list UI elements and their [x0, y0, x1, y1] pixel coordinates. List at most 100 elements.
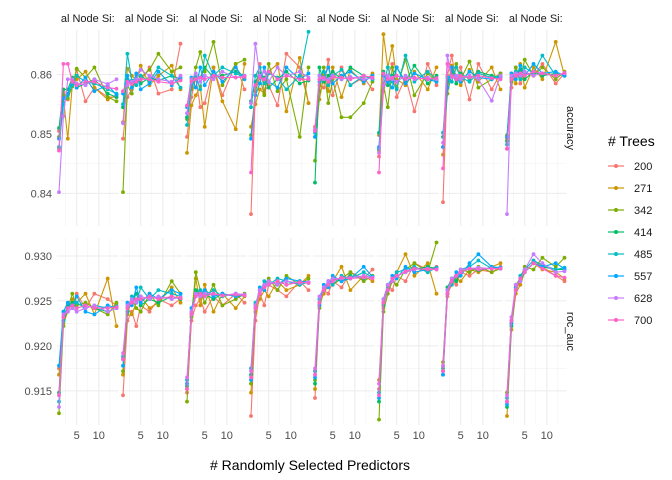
data-point-200	[74, 291, 79, 296]
data-point-628	[57, 405, 61, 409]
data-point-342	[306, 65, 311, 70]
data-point-557	[348, 69, 353, 74]
data-point-700	[441, 369, 445, 373]
data-point-414	[193, 288, 198, 292]
data-point-200	[449, 53, 454, 58]
data-point-271	[434, 291, 439, 296]
data-point-342	[348, 115, 353, 120]
data-point-342	[284, 273, 289, 278]
axes: 0.84 0.85 0.86 0.915 0.920 0.925 0.930 5 10 5 10 5 1…	[24, 70, 552, 442]
data-point-700	[425, 77, 430, 82]
data-point-342	[134, 306, 139, 310]
data-point-485	[348, 83, 353, 88]
data-point-700	[390, 276, 395, 281]
facet-panel	[313, 30, 375, 226]
data-point-700	[202, 77, 207, 82]
data-point-485	[518, 77, 523, 82]
data-point-628	[178, 73, 183, 78]
data-point-700	[509, 77, 514, 82]
data-point-271	[370, 279, 375, 284]
data-point-485	[262, 279, 267, 284]
data-point-700	[381, 300, 386, 305]
data-point-700	[262, 77, 267, 82]
data-point-700	[105, 85, 110, 90]
data-point-557	[61, 96, 66, 101]
data-point-700	[321, 75, 326, 80]
data-point-271	[513, 81, 518, 86]
facet-panel	[185, 238, 247, 425]
data-point-628	[211, 77, 216, 82]
data-point-271	[202, 124, 207, 129]
data-point-414	[385, 83, 390, 88]
x-axis-title: # Randomly Selected Predictors	[210, 457, 410, 473]
facet-panel	[441, 30, 503, 226]
data-point-700	[249, 375, 253, 380]
data-point-200	[403, 279, 408, 284]
legend-label: 485	[634, 249, 652, 261]
x-tick-label: 10	[477, 430, 489, 442]
data-point-557	[412, 270, 417, 275]
facet-panel	[377, 30, 439, 226]
data-point-414	[348, 65, 353, 70]
data-point-342	[348, 270, 353, 275]
data-point-628	[169, 297, 174, 301]
data-point-557	[403, 81, 408, 86]
data-point-342	[121, 369, 125, 373]
data-point-557	[202, 288, 207, 292]
data-point-485	[233, 71, 238, 76]
data-point-200	[326, 57, 331, 62]
data-point-700	[134, 297, 139, 301]
data-point-342	[114, 300, 119, 305]
data-point-700	[361, 73, 366, 78]
data-point-700	[370, 276, 375, 281]
data-point-342	[202, 300, 207, 305]
data-point-485	[467, 79, 472, 84]
legend-key-point	[614, 186, 618, 190]
data-point-628	[297, 69, 302, 74]
x-tick-label: 10	[541, 430, 553, 442]
facet-strip: al Node Si:	[509, 13, 563, 25]
data-point-700	[489, 266, 494, 271]
data-point-342	[385, 105, 390, 110]
legend-item: 700	[608, 315, 652, 327]
data-point-557	[339, 279, 344, 284]
data-point-700	[553, 273, 558, 278]
data-point-557	[441, 372, 445, 377]
data-point-271	[540, 77, 545, 82]
facet-strip-label: al Node Si:	[381, 13, 435, 25]
data-point-557	[403, 264, 408, 269]
data-point-342	[220, 83, 225, 88]
data-point-271	[339, 95, 344, 99]
data-point-700	[114, 86, 119, 91]
data-point-700	[70, 303, 75, 308]
data-point-200	[134, 324, 139, 328]
x-tick-label: 5	[74, 430, 80, 442]
data-point-342	[92, 65, 97, 70]
data-point-628	[70, 306, 75, 310]
data-point-271	[330, 65, 335, 70]
data-point-628	[266, 279, 271, 284]
x-tick-label: 5	[202, 430, 208, 442]
facet-strip-label: al Node Si:	[125, 13, 179, 25]
data-point-200	[370, 267, 375, 272]
data-point-700	[434, 267, 439, 272]
data-point-557	[284, 65, 289, 70]
data-point-342	[198, 50, 203, 54]
data-point-200	[326, 291, 331, 296]
x-tick-label: 5	[138, 430, 144, 442]
data-point-700	[377, 170, 381, 175]
data-point-271	[266, 294, 271, 299]
data-point-414	[454, 279, 459, 284]
data-point-200	[242, 300, 247, 305]
data-point-700	[134, 79, 139, 84]
data-point-200	[454, 282, 459, 287]
data-point-485	[531, 258, 536, 263]
data-point-700	[284, 282, 289, 287]
data-point-200	[262, 303, 267, 308]
data-point-628	[317, 73, 322, 78]
data-point-700	[147, 77, 152, 82]
data-point-485	[253, 73, 258, 78]
data-point-700	[403, 269, 408, 274]
data-point-700	[513, 288, 518, 292]
facet-panel	[249, 238, 311, 425]
